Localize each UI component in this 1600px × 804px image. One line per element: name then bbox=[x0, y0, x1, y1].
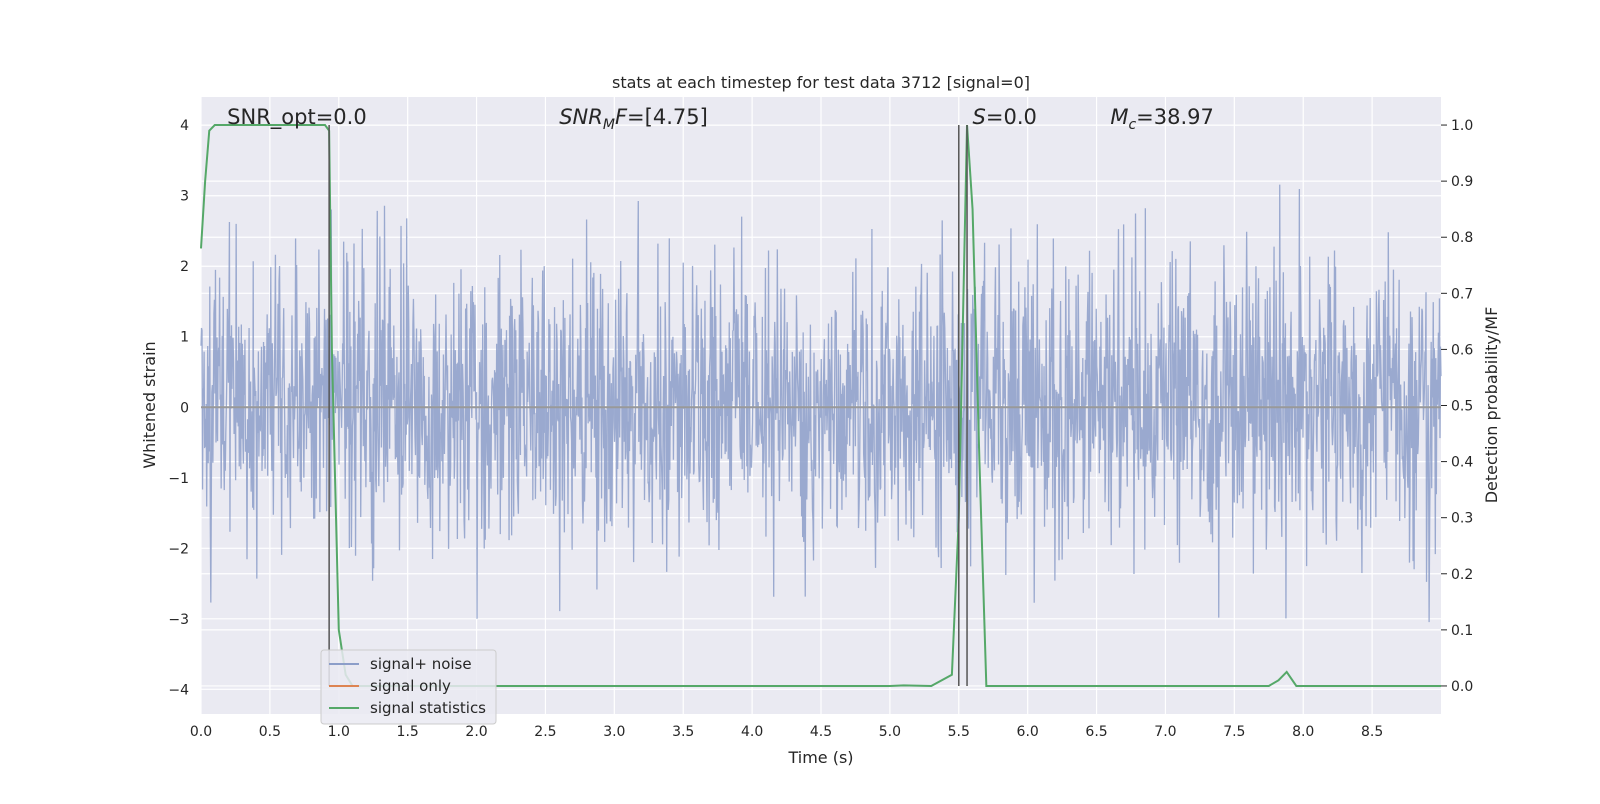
x-tick-label: 0.5 bbox=[259, 724, 281, 740]
y-tick-label-left: 0 bbox=[180, 400, 189, 416]
y-tick-label-left: −2 bbox=[168, 541, 189, 557]
series-signal-statistics-line bbox=[200, 124, 1441, 687]
legend: signal+ noise signal only signal statist… bbox=[320, 649, 497, 725]
x-tick-label: 5.0 bbox=[879, 724, 901, 740]
vertical-markers bbox=[328, 125, 968, 686]
x-tick-label: 1.5 bbox=[397, 724, 419, 740]
x-tick-label: 8.0 bbox=[1292, 724, 1314, 740]
y-tick-label-left: −4 bbox=[168, 682, 189, 698]
legend-label-noise: signal+ noise bbox=[370, 655, 472, 673]
x-axis-ticks: 0.0 0.5 1.0 1.5 2.0 2.5 3.0 3.5 4.0 4.5 5.0 5.5 6.0 6… bbox=[190, 724, 1383, 740]
y-tick-label-left: −3 bbox=[168, 612, 189, 628]
y-tick-label-right: 0.4 bbox=[1451, 455, 1473, 471]
y-tick-label-left: 1 bbox=[180, 330, 189, 346]
y-tick-label-left: 4 bbox=[180, 118, 189, 134]
y-axis-left-ticks: −4 −3 −2 −1 0 1 2 3 4 bbox=[168, 118, 189, 698]
x-tick-label: 8.5 bbox=[1361, 724, 1383, 740]
x-tick-label: 6.0 bbox=[1017, 724, 1039, 740]
noise-series bbox=[200, 184, 1442, 623]
x-tick-label: 6.5 bbox=[1085, 724, 1107, 740]
series-signal-noise-line bbox=[200, 184, 1442, 623]
y-tick-label-right: 0.1 bbox=[1451, 623, 1473, 639]
signal-statistics-series bbox=[200, 124, 1441, 687]
annotation-snr-mf: SNRMF=[4.75] bbox=[559, 105, 708, 133]
y-tick-label-right: 0.8 bbox=[1451, 230, 1473, 246]
y-tick-label-right: 0.5 bbox=[1451, 399, 1473, 415]
legend-box bbox=[320, 649, 497, 725]
x-tick-label: 4.0 bbox=[741, 724, 763, 740]
y-tick-label-left: 3 bbox=[180, 189, 189, 205]
x-tick-label: 5.5 bbox=[948, 724, 970, 740]
legend-label-stats: signal statistics bbox=[370, 699, 486, 717]
y-axis-right-label: Detection probability/MF bbox=[1482, 307, 1501, 504]
x-tick-label: 2.0 bbox=[465, 724, 487, 740]
y-tick-label-left: −1 bbox=[168, 471, 189, 487]
x-tick-label: 4.5 bbox=[810, 724, 832, 740]
y-tick-label-right: 0.7 bbox=[1451, 286, 1473, 302]
x-tick-label: 0.0 bbox=[190, 724, 212, 740]
x-tick-label: 7.5 bbox=[1223, 724, 1245, 740]
annotation-mc: Mc=38.97 bbox=[1110, 105, 1214, 133]
x-axis-label: Time (s) bbox=[787, 748, 853, 767]
y-axis-left-label: Whitened strain bbox=[140, 341, 159, 468]
y-tick-label-right: 1.0 bbox=[1451, 118, 1473, 134]
y-tick-label-right: 0.2 bbox=[1451, 567, 1473, 583]
annotation-snr-opt: SNR_opt=0.0 bbox=[227, 105, 367, 130]
x-tick-label: 1.0 bbox=[328, 724, 350, 740]
annotation-s-stat: S=0.0 bbox=[973, 105, 1037, 129]
y-tick-label-left: 2 bbox=[180, 259, 189, 275]
x-tick-label: 3.5 bbox=[672, 724, 694, 740]
chart-title: stats at each timestep for test data 371… bbox=[612, 73, 1030, 92]
y-tick-label-right: 0.3 bbox=[1451, 511, 1473, 527]
x-tick-label: 7.0 bbox=[1154, 724, 1176, 740]
x-tick-label: 2.5 bbox=[534, 724, 556, 740]
y-tick-label-right: 0.6 bbox=[1451, 342, 1473, 358]
y-tick-label-right: 0.0 bbox=[1451, 679, 1473, 695]
annotations: SNR_opt=0.0 SNRMF=[4.75] S=0.0 Mc=38.97 bbox=[227, 105, 1214, 133]
y-axis-right-ticks: 0.0 0.1 0.2 0.3 0.4 0.5 0.6 0.7 0.8 0.9 1.0 bbox=[1441, 118, 1473, 695]
y-tick-label-right: 0.9 bbox=[1451, 174, 1473, 190]
legend-label-signal: signal only bbox=[370, 677, 451, 695]
x-tick-label: 3.0 bbox=[603, 724, 625, 740]
